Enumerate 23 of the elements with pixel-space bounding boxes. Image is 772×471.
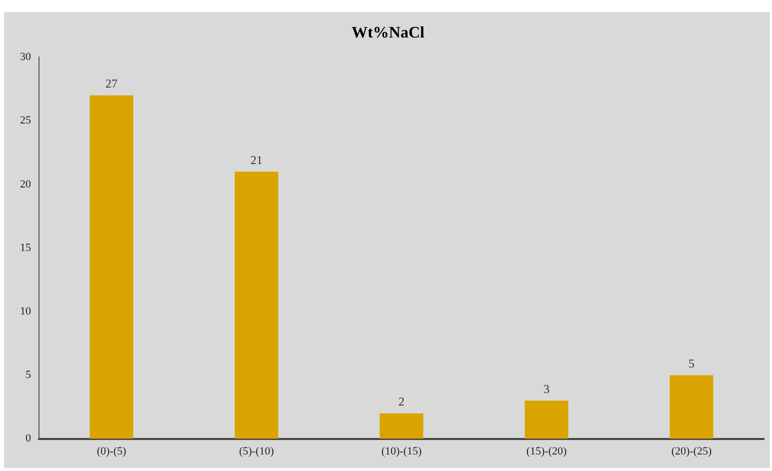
- y-tick-label: 15: [20, 242, 32, 254]
- x-tick-label: (5)-(10): [239, 445, 274, 458]
- bar: [524, 400, 568, 439]
- bar: [670, 375, 714, 439]
- bar: [90, 95, 134, 439]
- x-tick-label: (20)-(25): [671, 445, 712, 458]
- y-tick-label: 5: [26, 369, 32, 382]
- data-label: 2: [398, 394, 404, 409]
- bar: [380, 413, 424, 439]
- y-tick-label: 25: [20, 114, 32, 127]
- data-label: 3: [544, 382, 550, 396]
- y-tick-label: 10: [20, 305, 32, 318]
- x-tick-label: (10)-(15): [381, 445, 422, 458]
- data-label: 27: [106, 76, 118, 91]
- x-tick-label: (0)-(5): [96, 445, 126, 458]
- data-label: 21: [250, 152, 262, 167]
- y-tick-label: 0: [26, 432, 32, 445]
- chart-title: Wt%NaCl: [352, 24, 425, 42]
- bar: [234, 172, 278, 439]
- y-tick-label: 20: [20, 178, 32, 190]
- x-tick-label: (15)-(20): [526, 445, 567, 458]
- data-label: 5: [688, 356, 694, 370]
- y-tick-label: 30: [20, 51, 32, 64]
